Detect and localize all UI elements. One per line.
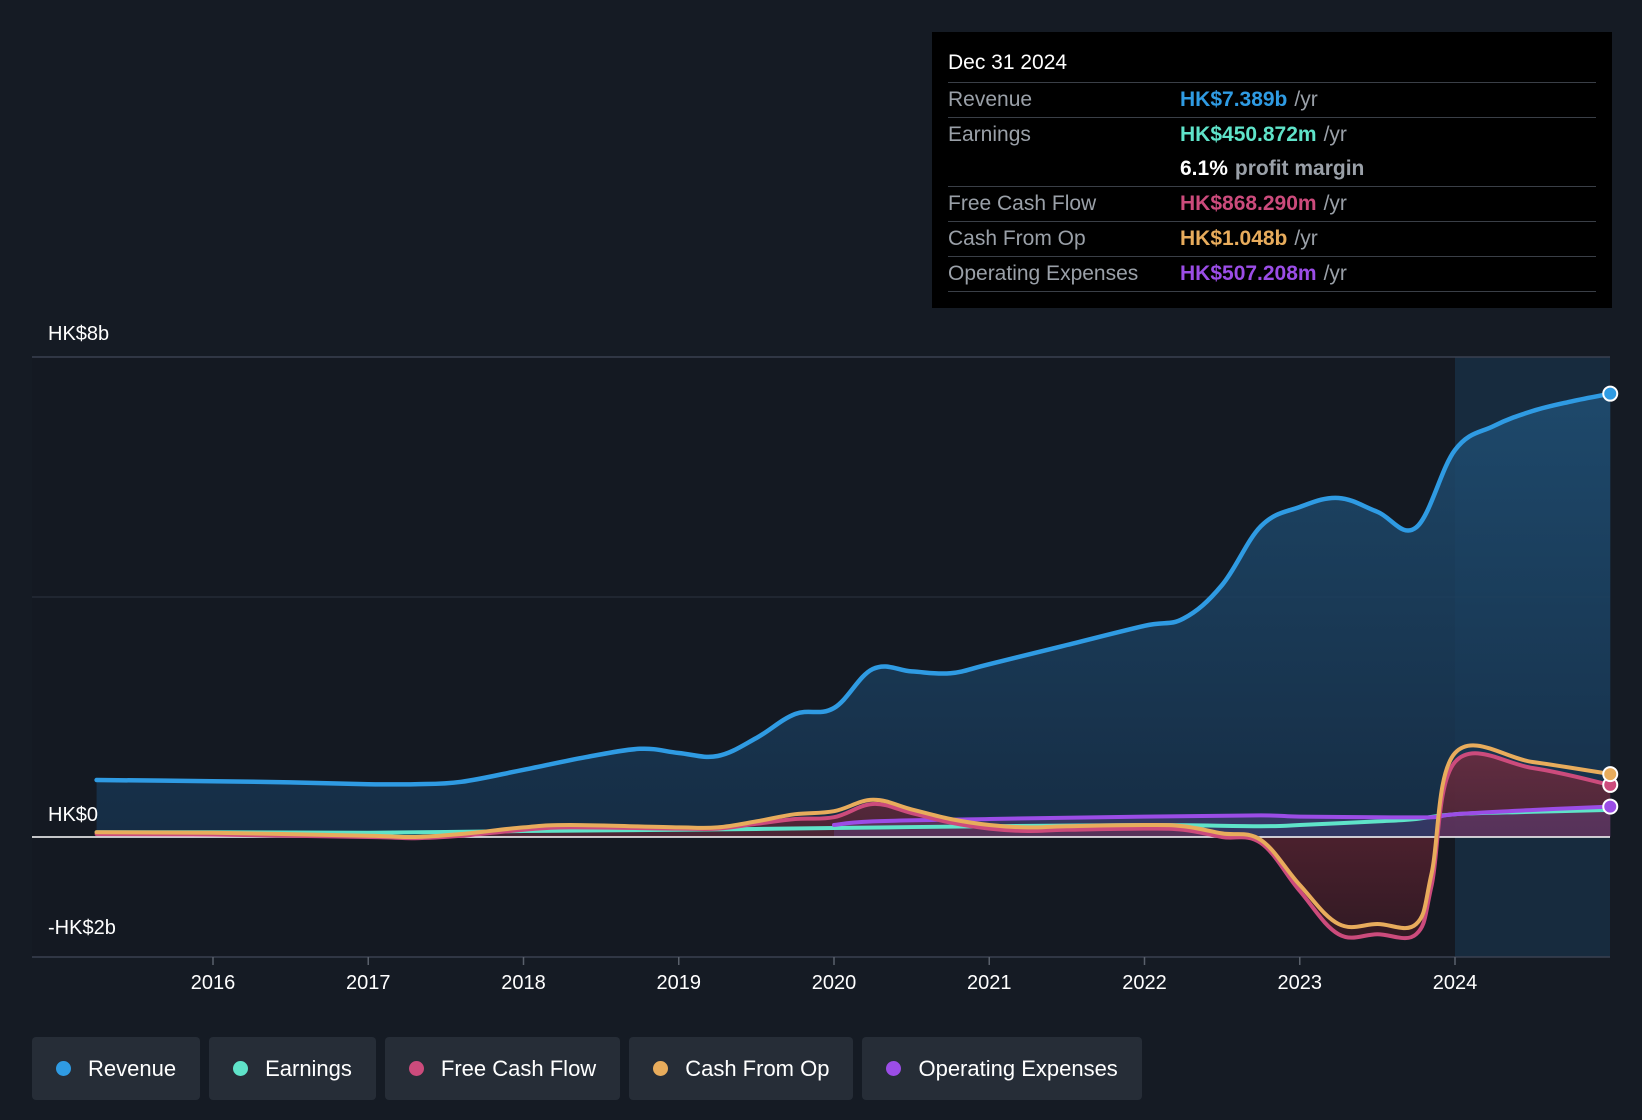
tooltip-label: Earnings	[948, 123, 1031, 146]
tooltip-row-opex: Operating Expenses HK$507.208m /yr	[948, 257, 1596, 292]
tooltip-value: HK$7.389b	[1180, 88, 1288, 111]
revenue-end-dot[interactable]	[1602, 385, 1619, 402]
legend-dot-icon	[56, 1061, 71, 1076]
tooltip-row-margin: 6.1% profit margin	[948, 152, 1596, 187]
legend-dot-icon	[886, 1061, 902, 1076]
tooltip-label: Operating Expenses	[948, 262, 1139, 285]
tooltip-row-revenue: Revenue HK$7.389b /yr	[948, 83, 1596, 118]
tooltip-row-cfo: Cash From Op HK$1.048b /yr	[948, 222, 1596, 257]
tooltip-unit: /yr	[1323, 262, 1347, 285]
x-tick-label: 2021	[967, 972, 1012, 994]
tooltip-label: Cash From Op	[948, 227, 1086, 250]
tooltip-unit: /yr	[1323, 123, 1347, 146]
tooltip-margin-value: 6.1%	[1180, 157, 1228, 180]
tooltip-panel: Dec 31 2024 Revenue HK$7.389b /yr Earnin…	[932, 32, 1612, 308]
legend-dot-icon	[233, 1061, 249, 1076]
legend-item-earnings[interactable]: Earnings	[209, 1037, 376, 1100]
tooltip-unit: /yr	[1294, 88, 1318, 111]
y-axis-label-top: HK$8b	[48, 323, 109, 345]
legend: Revenue Earnings Free Cash Flow Cash Fro…	[32, 1037, 1142, 1100]
tooltip-value: HK$1.048b	[1180, 227, 1288, 250]
legend-dot-icon	[408, 1061, 424, 1076]
legend-label: Revenue	[88, 1055, 177, 1081]
x-tick-label: 2024	[1433, 972, 1478, 994]
tooltip-date: Dec 31 2024	[948, 46, 1596, 83]
x-tick-label: 2016	[191, 972, 236, 994]
legend-item-free-cash-flow[interactable]: Free Cash Flow	[384, 1037, 621, 1100]
cash-from-op-end-dot[interactable]	[1602, 766, 1619, 783]
x-tick-label: 2022	[1122, 972, 1167, 994]
tooltip-value: HK$450.872m	[1180, 123, 1317, 146]
tooltip-value: HK$507.208m	[1180, 262, 1317, 285]
free-cash-flow-area	[96, 753, 1611, 939]
tooltip-unit: /yr	[1294, 227, 1318, 250]
legend-item-revenue[interactable]: Revenue	[32, 1037, 201, 1100]
legend-item-operating-expenses[interactable]: Operating Expenses	[862, 1037, 1142, 1100]
legend-label: Cash From Op	[685, 1055, 830, 1081]
legend-item-cash-from-op[interactable]: Cash From Op	[629, 1037, 854, 1100]
x-tick-label: 2019	[657, 972, 702, 994]
tooltip-unit: /yr	[1323, 192, 1347, 215]
revenue-area	[96, 393, 1611, 837]
x-tick-label: 2017	[346, 972, 391, 994]
tooltip-label: Free Cash Flow	[948, 192, 1097, 215]
tooltip-row-fcf: Free Cash Flow HK$868.290m /yr	[948, 187, 1596, 222]
y-axis-label-bottom: -HK$2b	[48, 917, 116, 939]
legend-dot-icon	[653, 1061, 669, 1076]
x-tick-label: 2020	[812, 972, 857, 994]
x-tick-label: 2018	[501, 972, 546, 994]
tooltip-row-earnings: Earnings HK$450.872m /yr	[948, 118, 1596, 152]
tooltip-label: Revenue	[948, 88, 1033, 111]
legend-label: Operating Expenses	[918, 1055, 1118, 1081]
x-tick-label: 2023	[1278, 972, 1323, 994]
legend-label: Free Cash Flow	[440, 1055, 597, 1081]
tooltip-margin-text: profit margin	[1234, 157, 1365, 180]
free-cash-flow-line[interactable]	[94, 751, 1613, 941]
operating-expenses-end-dot[interactable]	[1602, 798, 1619, 815]
y-axis-label-zero: HK$0	[48, 804, 98, 826]
legend-label: Earnings	[265, 1055, 352, 1081]
tooltip-value: HK$868.290m	[1180, 192, 1317, 215]
cash-from-op-line[interactable]	[94, 743, 1613, 931]
revenue-line[interactable]	[94, 391, 1613, 787]
